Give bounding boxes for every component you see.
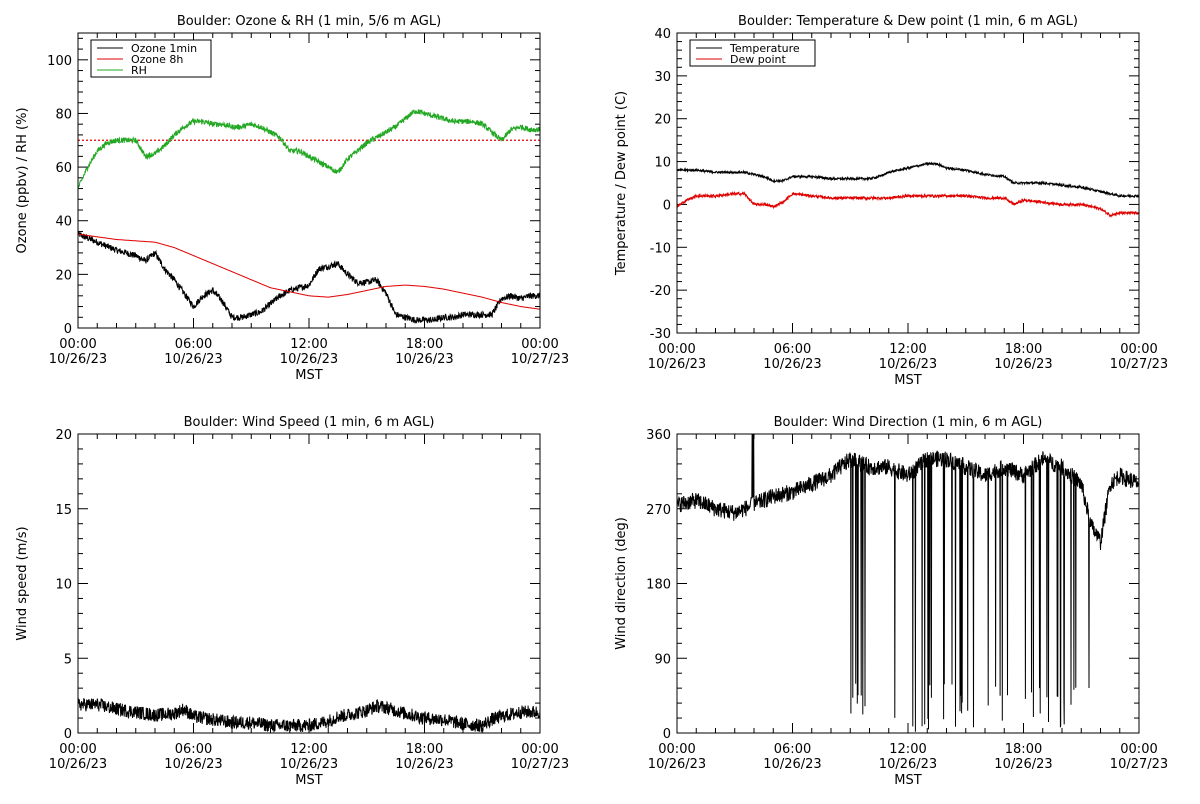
x-tick-label-time: 00:00 (59, 742, 96, 757)
x-tick-label-date: 10/26/23 (994, 357, 1052, 372)
x-tick-label-date: 10/27/23 (511, 352, 569, 367)
y-axis-label: Wind speed (m/s) (15, 526, 30, 640)
x-tick-label-time: 18:00 (406, 337, 443, 352)
x-tick-label-date: 10/26/23 (280, 757, 338, 772)
plot-frame (77, 32, 541, 329)
x-tick-label-time: 06:00 (175, 337, 212, 352)
series-line-3 (78, 109, 540, 191)
legend-entry: Ozone 1min (131, 42, 197, 55)
x-tick-label-time: 00:00 (658, 742, 695, 757)
x-tick-label-date: 10/27/23 (1110, 357, 1168, 372)
legend-entry: Dew point (730, 53, 786, 66)
x-tick-label-date: 10/26/23 (648, 757, 706, 772)
y-tick-label: -30 (650, 327, 671, 342)
chart-title: Boulder: Ozone & RH (1 min, 5/6 m AGL) (177, 14, 441, 29)
y-tick-label: -10 (650, 241, 671, 256)
y-tick-label: 15 (55, 503, 72, 518)
y-tick-label: 30 (654, 70, 671, 85)
x-tick-label-time: 18:00 (1005, 742, 1042, 757)
y-axis-label: Ozone (ppbv) / RH (%) (15, 107, 30, 253)
x-tick-label-time: 00:00 (59, 337, 96, 352)
x-tick-label-date: 10/26/23 (879, 757, 937, 772)
plot-frame (676, 433, 1140, 734)
x-tick-label-time: 06:00 (774, 342, 811, 357)
y-tick-label: 20 (55, 428, 72, 443)
x-tick-label-time: 18:00 (1005, 342, 1042, 357)
x-axis-label: MST (894, 773, 921, 788)
x-tick-label-time: 18:00 (406, 742, 443, 757)
legend-entry: Temperature (729, 42, 800, 55)
chart-title: Boulder: Temperature & Dew point (1 min,… (738, 14, 1078, 29)
y-tick-label: 60 (55, 161, 72, 176)
y-tick-label: 40 (55, 215, 72, 230)
legend-box (689, 39, 816, 67)
x-tick-label-time: 00:00 (521, 337, 558, 352)
series-line-1 (677, 434, 1139, 732)
x-tick-label-time: 00:00 (658, 342, 695, 357)
x-tick-label-date: 10/26/23 (763, 757, 821, 772)
chart-title: Boulder: Wind Direction (1 min, 6 m AGL) (774, 415, 1043, 430)
x-tick-label-date: 10/26/23 (879, 357, 937, 372)
x-tick-label-time: 06:00 (774, 742, 811, 757)
x-tick-label-date: 10/26/23 (994, 757, 1052, 772)
legend-entry: RH (131, 64, 147, 77)
y-axis-label: Wind direction (deg) (614, 517, 629, 650)
series-line-1 (677, 161, 1139, 199)
y-tick-label: 180 (646, 578, 671, 593)
x-tick-label-date: 10/27/23 (511, 757, 569, 772)
x-tick-label-time: 00:00 (521, 742, 558, 757)
x-tick-label-date: 10/26/23 (763, 357, 821, 372)
y-axis-label: Temperature / Dew point (C) (614, 91, 629, 276)
x-tick-label-time: 00:00 (1120, 342, 1157, 357)
y-tick-label: 20 (55, 268, 72, 283)
chart-panel-4: Boulder: Wind Direction (1 min, 6 m AGL)… (614, 415, 1168, 788)
y-tick-label: 360 (646, 428, 671, 443)
x-tick-label-time: 12:00 (290, 742, 327, 757)
y-tick-label: 0 (64, 322, 72, 337)
x-tick-label-date: 10/26/23 (164, 757, 222, 772)
y-tick-label: 90 (654, 652, 671, 667)
y-tick-label: 100 (47, 54, 72, 69)
x-tick-label-time: 12:00 (889, 742, 926, 757)
x-tick-label-date: 10/27/23 (1110, 757, 1168, 772)
chart-panel-1: Boulder: Ozone & RH (1 min, 5/6 m AGL) Oz… (15, 14, 569, 383)
y-tick-label: 40 (654, 27, 671, 42)
series-line-2 (78, 233, 540, 310)
x-axis-label: MST (894, 373, 921, 388)
x-tick-label-date: 10/26/23 (49, 757, 107, 772)
x-tick-label-time: 06:00 (175, 742, 212, 757)
y-tick-label: -20 (650, 284, 671, 299)
x-tick-label-date: 10/26/23 (164, 352, 222, 367)
series-line-1 (78, 231, 540, 324)
x-tick-label-date: 10/26/23 (395, 757, 453, 772)
y-tick-label: 10 (654, 156, 671, 171)
chart-panel-2: Boulder: Temperature & Dew point (1 min,… (614, 14, 1168, 388)
x-tick-label-time: 00:00 (1120, 742, 1157, 757)
y-tick-label: 0 (663, 727, 671, 742)
series-line-2 (677, 190, 1139, 218)
chart-panel-3: Boulder: Wind Speed (1 min, 6 m AGL) Wind… (15, 415, 569, 788)
y-tick-label: 20 (654, 113, 671, 128)
y-tick-label: 0 (64, 727, 72, 742)
legend-entry: Ozone 8h (131, 53, 183, 66)
x-tick-label-time: 12:00 (290, 337, 327, 352)
x-tick-label-date: 10/26/23 (49, 352, 107, 367)
y-tick-label: 5 (64, 652, 72, 667)
x-axis-label: MST (295, 773, 322, 788)
plot-frame (676, 32, 1140, 334)
y-tick-label: 10 (55, 578, 72, 593)
y-tick-label: 80 (55, 107, 72, 122)
x-axis-label: MST (295, 368, 322, 383)
y-tick-label: 270 (646, 503, 671, 518)
x-tick-label-time: 12:00 (889, 342, 926, 357)
x-tick-label-date: 10/26/23 (395, 352, 453, 367)
x-tick-label-date: 10/26/23 (280, 352, 338, 367)
chart-title: Boulder: Wind Speed (1 min, 6 m AGL) (184, 415, 435, 430)
plot-frame (77, 433, 541, 734)
series-line-1 (78, 698, 540, 733)
x-tick-label-date: 10/26/23 (648, 357, 706, 372)
y-tick-label: 0 (663, 198, 671, 213)
